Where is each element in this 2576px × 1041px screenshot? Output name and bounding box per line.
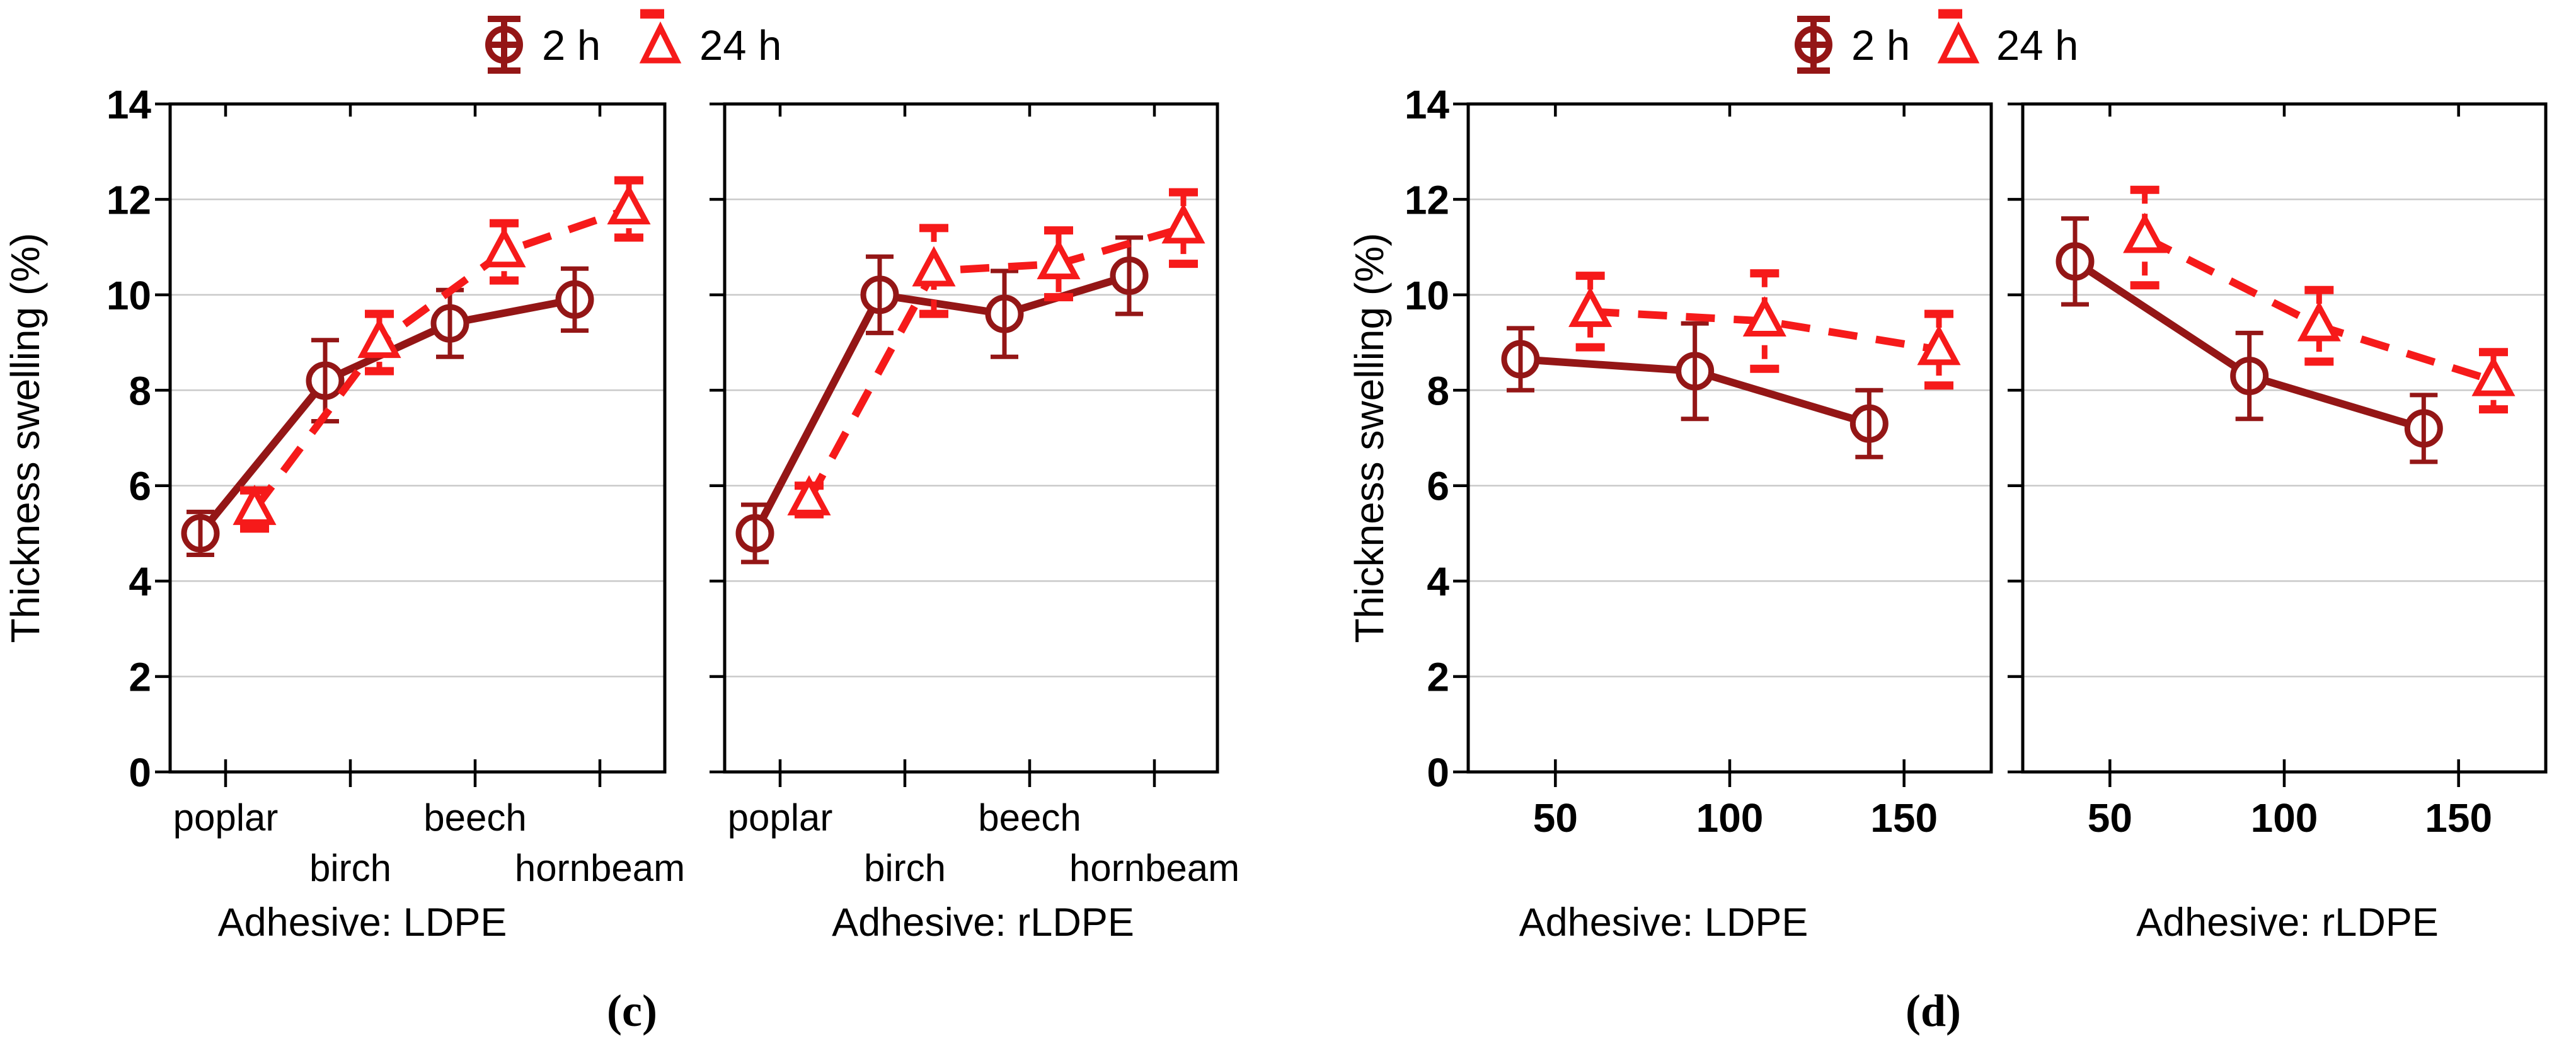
y-tick-label: 12 [106,177,151,222]
panel-border [168,102,667,774]
series-24h [2123,185,2516,414]
y-tick-label: 2 [129,655,151,700]
y-tick-label: 14 [1405,82,1450,127]
series-2h [2056,216,2443,464]
y-tick-label: 0 [1427,750,1449,795]
triangle-marker [912,246,956,287]
y-tick-label: 2 [1427,655,1449,700]
legend-24h-label: 24 h [1996,22,2078,69]
series-24h [1568,269,1961,390]
panel-border [723,102,1219,774]
triangle-marker [2297,301,2341,342]
triangle-marker [2123,212,2167,253]
x-category-label: birch [309,847,391,889]
panel-c-left: 0 2 4 6 8 10 12 14 poplar birch beech hornbeamAdhes… [106,82,685,945]
x-tick-label: 100 [2251,795,2318,841]
y-tick-label: 12 [1405,177,1449,222]
triangle-marker [1568,286,1613,327]
series-24h [787,188,1205,519]
x-category-label: hornbeam [1069,847,1239,889]
triangle-marker [1037,239,1081,280]
y-tick-label: 4 [1427,559,1449,604]
x-tick-label: 50 [2088,795,2132,841]
triangle-marker [787,474,831,515]
x-category-label: birch [864,847,946,889]
legend-24h-triangle-icon [1937,21,1980,64]
x-tick-label: 150 [1870,795,1938,841]
y-tick-label: 10 [106,273,151,318]
panel-title: Adhesive: rLDPE [2136,900,2439,945]
x-category-label: hornbeam [515,847,685,889]
legend-right: 2 h 24 h [1795,9,2078,74]
triangle-marker [607,184,651,225]
y-tick-label: 14 [106,82,152,127]
legend-left: 2 h 24 h [485,9,781,74]
series-line [251,205,630,512]
triangle-marker [1742,296,1786,336]
triangle-marker [357,318,401,359]
x-tick-label: 150 [2425,795,2492,841]
x-category-label: poplar [728,797,833,839]
y-tick-label: 8 [129,368,151,413]
triangle-marker [482,227,526,268]
caption-d: (d) [1906,986,1961,1036]
series-24h [233,176,651,533]
legend-2h-label: 2 h [542,22,601,69]
panel-border [2021,102,2548,774]
legend-2h-label: 2 h [1851,22,1910,69]
series-line [1590,308,1940,354]
x-category-label: poplar [173,797,279,839]
legend-24h-label: 24 h [699,22,781,69]
x-category-label: beech [978,797,1081,839]
panel-title: Adhesive: LDPE [218,900,507,945]
triangle-marker [233,485,277,526]
triangle-marker [1161,203,1205,244]
y-tick-label: 8 [1427,368,1449,413]
x-category-label: beech [423,797,526,839]
y-tick-label: 10 [1405,273,1449,318]
y-tick-label: 6 [129,464,151,509]
panel-d-left: 0 2 4 6 8 10 12 14 50 100 150 Adhesive: LDPE [1405,82,1993,945]
panel-c-right: poplar birch beech hornbeam Adhesive: rLDPE [710,102,1239,945]
panel-title: Adhesive: rLDPE [832,900,1134,945]
y-tick-label: 6 [1427,464,1449,509]
y-axis-label-left: Thickness swelling (%) [3,233,48,643]
legend-24h-triangle-icon [639,21,682,64]
x-tick-label: 100 [1696,795,1764,841]
y-tick-label: 4 [129,559,151,604]
y-axis-label-right: Thickness swelling (%) [1347,233,1392,643]
panel-d-right: 50 100 150 Adhesive: rLDPE [2008,102,2548,945]
panel-border [1466,102,1993,774]
panel-title: Adhesive: LDPE [1519,900,1808,945]
triangle-marker [2471,355,2516,396]
triangle-marker [1917,325,1961,365]
y-tick-label: 0 [129,750,151,795]
series-line [805,224,1185,502]
caption-c: (c) [607,986,657,1036]
series-2h [1501,321,1889,459]
x-tick-label: 50 [1533,795,1578,841]
